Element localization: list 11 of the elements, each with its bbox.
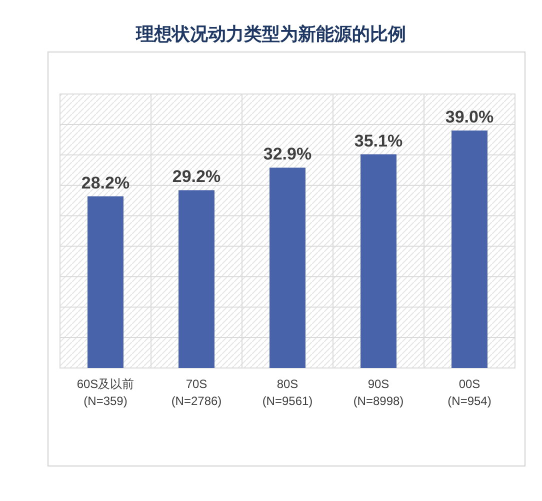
x-tick-label: 00S (N=954) — [448, 377, 492, 408]
data-label: 28.2% — [81, 173, 130, 192]
chart-title: 理想状况动力类型为新能源的比例 — [135, 24, 406, 44]
data-label: 32.9% — [263, 144, 312, 164]
data-label: 29.2% — [172, 167, 221, 186]
x-tick-label: 70S (N=2786) — [171, 377, 222, 408]
data-label: 39.0% — [445, 108, 494, 127]
x-tick-label: 60S及以前 (N=359) — [76, 377, 134, 408]
x-tick-label: 90S (N=8998) — [353, 377, 404, 408]
x-tick-label: 80S (N=9561) — [262, 377, 313, 408]
data-label: 35.1% — [354, 131, 403, 150]
